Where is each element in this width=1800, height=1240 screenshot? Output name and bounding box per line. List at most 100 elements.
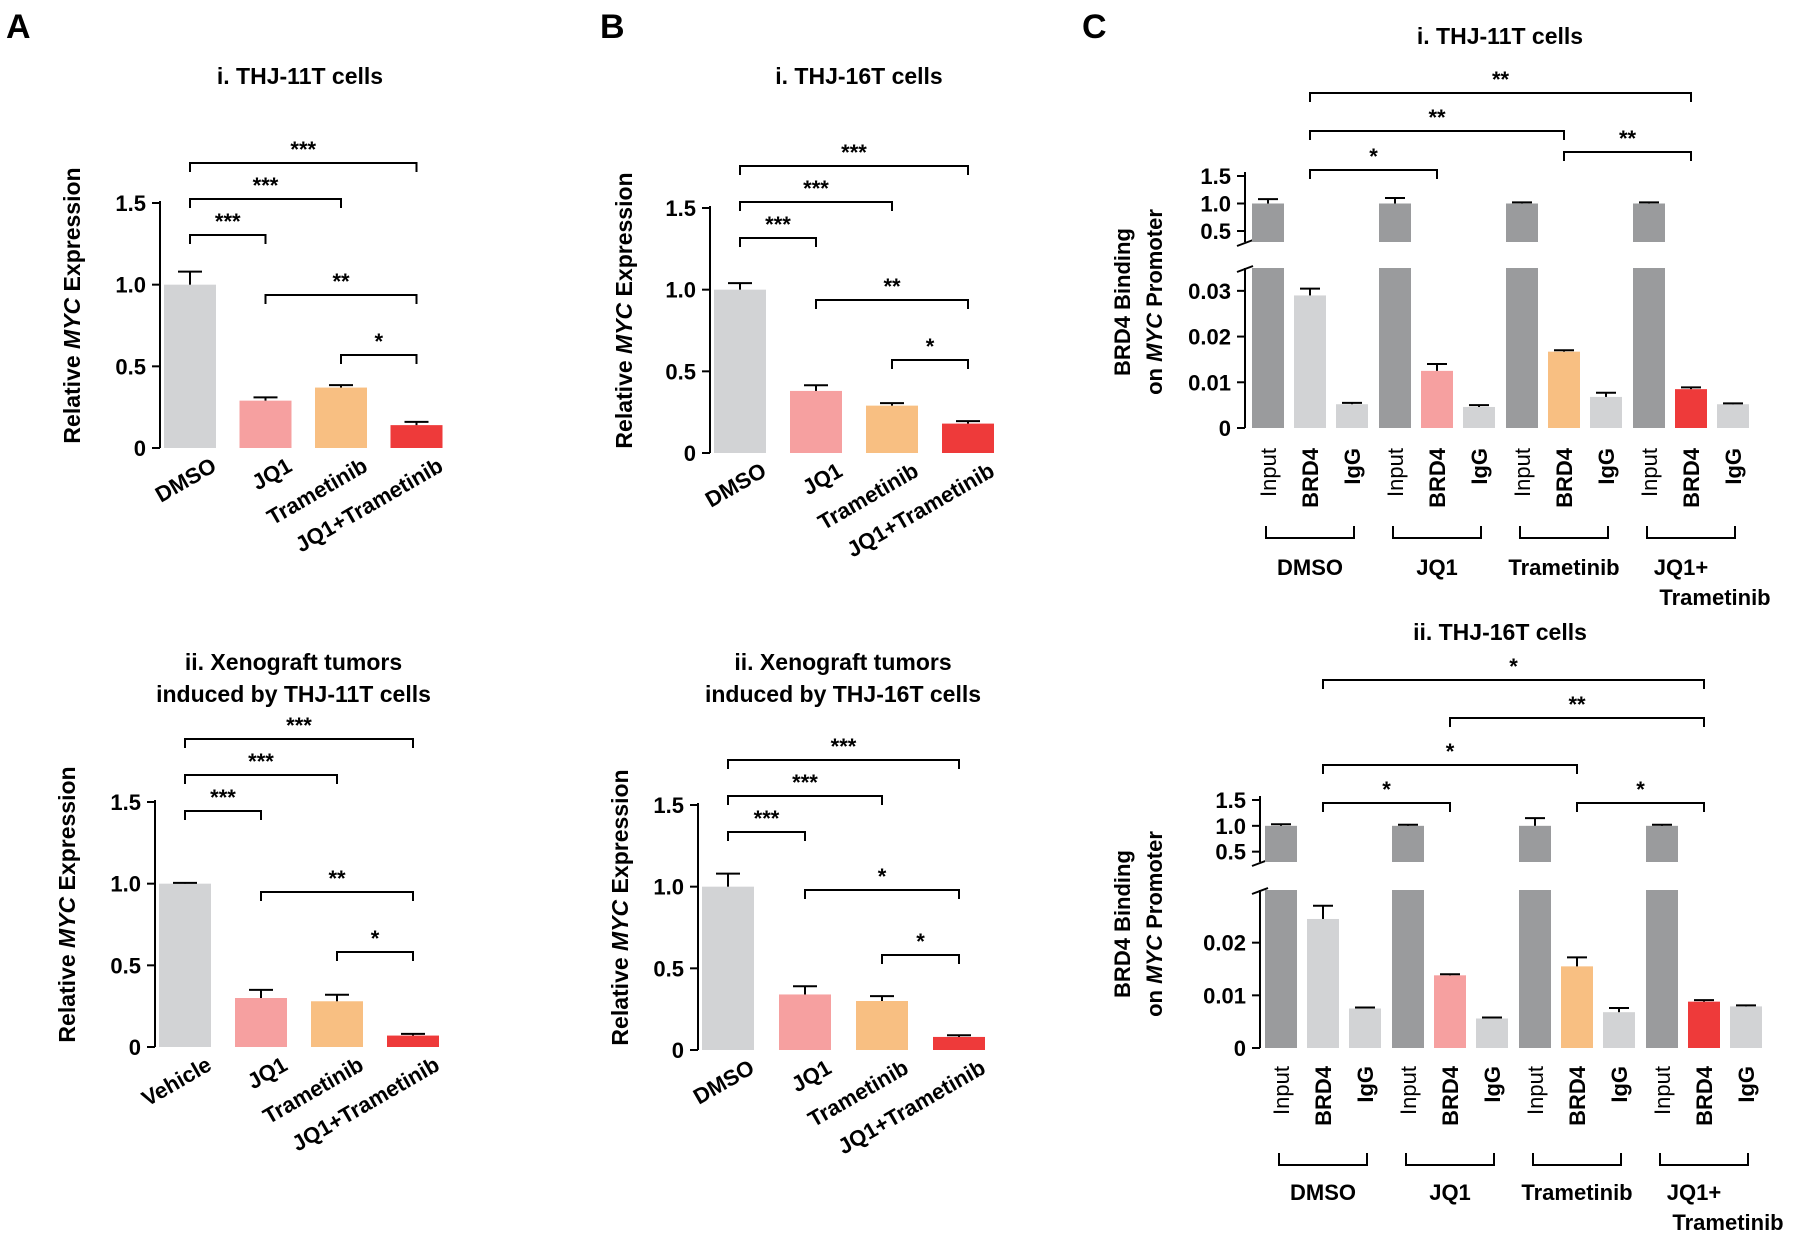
a-ii-sig-4-label: * bbox=[371, 926, 380, 951]
b-i-sig-1-line bbox=[739, 201, 893, 211]
c-i-brd4-bar-2 bbox=[1548, 351, 1580, 428]
a-ii-title-line2: induced by THJ-11T cells bbox=[156, 681, 431, 707]
c-ii-sig-0-label: * bbox=[1382, 777, 1391, 802]
a-i-y-label-part-2: Expression bbox=[59, 167, 85, 297]
c-ii-sig-2-label: ** bbox=[1568, 692, 1586, 717]
panel-letter-a: A bbox=[6, 8, 31, 46]
b-ii-bar-2 bbox=[856, 1001, 908, 1050]
a-i-y-tick-label-0: 0 bbox=[134, 436, 146, 461]
c-i-input-bar-upper-1 bbox=[1379, 203, 1411, 242]
c-ii-upper-tick-label-1: 1.0 bbox=[1215, 814, 1246, 839]
c-ii-upper-tick-label-2: 1.5 bbox=[1215, 788, 1246, 813]
a-i-sig-2-label: *** bbox=[290, 137, 316, 162]
c-i-group-label-3: JQ1+ bbox=[1654, 555, 1708, 580]
a-ii-sig-4-line bbox=[336, 951, 414, 961]
b-i-title: i. THJ-16T cells bbox=[775, 63, 942, 89]
b-ii-bar-3 bbox=[933, 1036, 985, 1050]
c-i-igg-bar-0 bbox=[1336, 404, 1368, 428]
c-i-y-label-line2-part-2: Promoter bbox=[1142, 209, 1167, 313]
b-ii-y-label-part-0: Relative bbox=[607, 951, 633, 1046]
a-ii-sig-0-line bbox=[184, 810, 262, 820]
b-i-y-label-part-2: Expression bbox=[611, 172, 637, 302]
c-i-sig-2-line bbox=[1309, 92, 1692, 102]
c-ii-bar-label-0-2: IgG bbox=[1353, 1066, 1378, 1103]
b-ii-sig-4-line bbox=[881, 954, 960, 964]
a-ii-y-tick-label-3: 1.5 bbox=[110, 790, 141, 815]
a-ii-y-label-part-0: Relative bbox=[54, 948, 80, 1043]
a-ii-sig-3-label: ** bbox=[328, 866, 346, 891]
b-i-y-tick-label-1: 0.5 bbox=[665, 359, 696, 384]
b-i-sig-0-line bbox=[739, 237, 817, 247]
b-i-sig-2-label: *** bbox=[841, 140, 867, 165]
c-i-group-label-0: DMSO bbox=[1277, 555, 1343, 580]
a-i-sig-4-label: * bbox=[374, 329, 383, 354]
c-i-group-bracket-3 bbox=[1646, 526, 1736, 539]
c-ii-group-bracket-2 bbox=[1532, 1153, 1622, 1166]
a-ii-y-label-part-1: MYC bbox=[54, 896, 80, 948]
b-i-y-label-part-1: MYC bbox=[611, 302, 637, 354]
b-ii-sig-0-label: *** bbox=[754, 806, 780, 831]
c-ii-bar-label-2-1: BRD4 bbox=[1565, 1065, 1590, 1126]
c-ii-y-label-line2-part-2: Promoter bbox=[1142, 831, 1167, 935]
c-i-bar-label-2-0: Input bbox=[1510, 448, 1535, 497]
b-ii-title: ii. Xenograft tumors bbox=[734, 649, 951, 675]
a-ii-y-tick-label-1: 0.5 bbox=[110, 953, 141, 978]
b-i-bar-0 bbox=[714, 289, 766, 453]
a-i-y-tick-label-3: 1.5 bbox=[115, 191, 146, 216]
b-ii-sig-2-label: *** bbox=[831, 734, 857, 759]
c-ii-title: ii. THJ-16T cells bbox=[1413, 619, 1587, 645]
b-i-bar-3 bbox=[942, 423, 994, 453]
c-ii-bar-label-2-0: Input bbox=[1523, 1066, 1548, 1115]
b-ii-y-label-part-2: Expression bbox=[607, 769, 633, 899]
c-ii-lower-tick-label-0: 0 bbox=[1234, 1036, 1246, 1061]
b-ii-y-label-part-1: MYC bbox=[607, 899, 633, 951]
b-ii-y-tick-label-1: 0.5 bbox=[653, 956, 684, 981]
c-i-bar-label-1-0: Input bbox=[1383, 448, 1408, 497]
a-i-y-label-part-1: MYC bbox=[59, 297, 85, 349]
c-ii-y-label-line2-part-1: MYC bbox=[1142, 934, 1167, 984]
c-ii-input-bar-upper-3 bbox=[1646, 825, 1678, 862]
b-i-y-tick-label-0: 0 bbox=[684, 441, 696, 466]
a-ii-sig-0-label: *** bbox=[210, 785, 236, 810]
a-ii-bar-0 bbox=[159, 883, 211, 1047]
b-ii-sig-1-line bbox=[727, 795, 883, 805]
c-i-group-bracket-0 bbox=[1265, 526, 1355, 539]
c-ii-y-label-line1: BRD4 Binding bbox=[1110, 850, 1135, 998]
panel-letter-c: C bbox=[1082, 8, 1107, 46]
c-ii-y-label-line2-part-0: on bbox=[1142, 984, 1167, 1017]
c-i-input-bar-lower-3 bbox=[1633, 268, 1665, 428]
c-ii-input-bar-lower-1 bbox=[1392, 890, 1424, 1048]
c-i-y-label-line2: on MYC Promoter bbox=[1142, 209, 1167, 395]
a-ii-bar-2 bbox=[311, 1001, 363, 1047]
c-i-upper-tick-label-1: 1.0 bbox=[1200, 192, 1231, 217]
c-ii-group-bracket-1 bbox=[1405, 1153, 1495, 1166]
a-ii-sig-2-label: *** bbox=[286, 713, 312, 738]
c-i-input-bar-upper-0 bbox=[1252, 203, 1284, 242]
b-i-sig-0-label: *** bbox=[765, 212, 791, 237]
c-i-sig-0-line bbox=[1309, 169, 1438, 179]
c-i-group-label-3-line2: Trametinib bbox=[1659, 585, 1770, 610]
a-i-y-tick-label-1: 0.5 bbox=[115, 354, 146, 379]
c-ii-input-bar-lower-3 bbox=[1646, 890, 1678, 1048]
c-ii-group-bracket-3 bbox=[1659, 1153, 1749, 1166]
c-i-input-bar-lower-2 bbox=[1506, 268, 1538, 428]
c-i-y-label-line2-part-1: MYC bbox=[1142, 312, 1167, 362]
a-ii-sig-1-line bbox=[184, 774, 338, 784]
c-i-y-label-line1: BRD4 Binding bbox=[1110, 228, 1135, 376]
b-ii-y-label: Relative MYC Expression bbox=[607, 769, 633, 1045]
c-ii-bar-label-0-0: Input bbox=[1269, 1066, 1294, 1115]
c-i-bar-label-0-2: IgG bbox=[1340, 448, 1365, 485]
c-i-igg-bar-3 bbox=[1717, 404, 1749, 428]
c-i-axis-break-lower bbox=[1236, 265, 1254, 273]
c-ii-sig-1-line bbox=[1322, 764, 1578, 774]
a-i-bar-2 bbox=[315, 387, 367, 448]
a-i-sig-1-line bbox=[189, 198, 342, 208]
c-ii-group-label-0: DMSO bbox=[1290, 1180, 1356, 1205]
c-ii-sig-4-line bbox=[1576, 802, 1705, 812]
b-ii-sig-4-label: * bbox=[916, 929, 925, 954]
c-i-input-bar-lower-1 bbox=[1379, 268, 1411, 428]
b-ii-sig-2-line bbox=[727, 759, 960, 769]
a-ii-bar-3 bbox=[387, 1035, 439, 1047]
c-i-y-label-line2-part-0: on bbox=[1142, 362, 1167, 395]
c-ii-input-bar-lower-0 bbox=[1265, 890, 1297, 1048]
